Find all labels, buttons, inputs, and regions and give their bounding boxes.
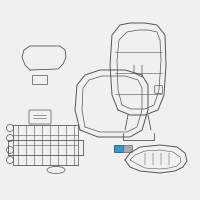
FancyBboxPatch shape bbox=[124, 146, 132, 152]
FancyBboxPatch shape bbox=[114, 146, 124, 152]
